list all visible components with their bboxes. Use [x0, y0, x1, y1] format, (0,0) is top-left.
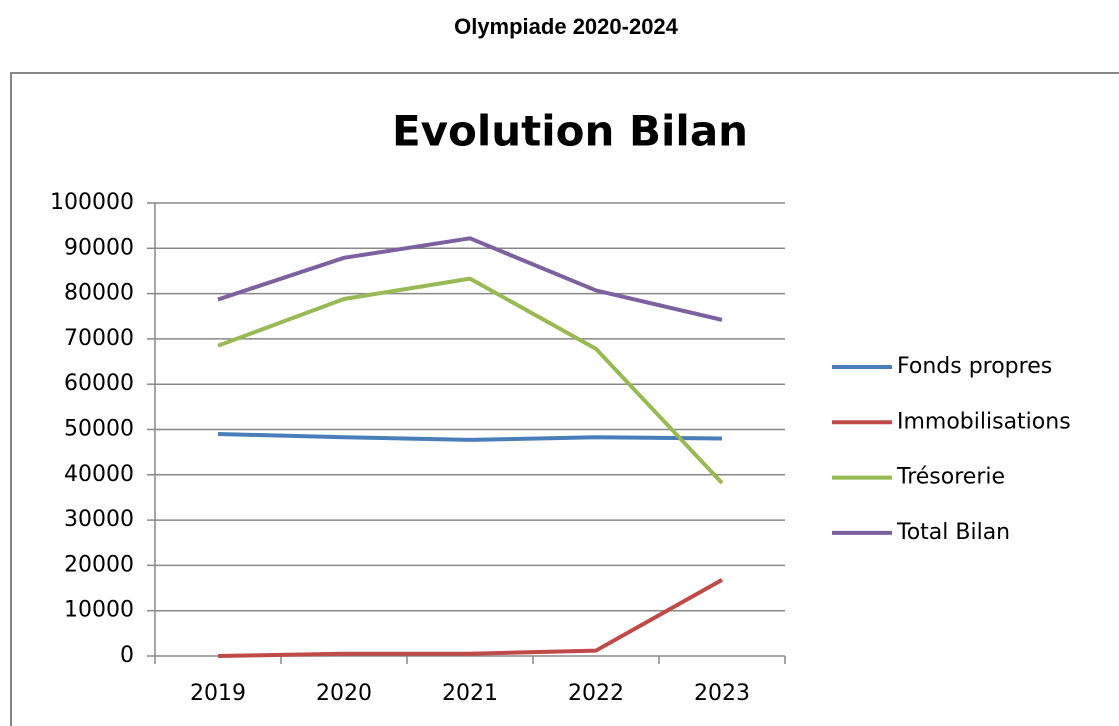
series-line [217, 276, 724, 485]
chart-title: Evolution Bilan [392, 107, 748, 156]
page-title: Olympiade 2020-2024 [454, 14, 679, 39]
series-line [217, 236, 723, 322]
x-tick-label: 2021 [442, 681, 498, 706]
legend-label: Trésorerie [896, 465, 1005, 490]
legend-label: Total Bilan [896, 520, 1010, 545]
y-tick-label: 80000 [64, 281, 134, 306]
y-tick-label: 90000 [64, 235, 134, 260]
x-tick-label: 2022 [568, 681, 624, 706]
y-tick-label: 60000 [64, 371, 134, 396]
legend-label: Fonds propres [897, 354, 1052, 379]
x-tick-label: 2023 [694, 681, 750, 706]
y-tick-label: 10000 [64, 598, 134, 623]
y-tick-label: 100000 [50, 190, 134, 215]
y-tick-label: 0 [120, 643, 134, 668]
x-tick-label: 2019 [190, 681, 246, 706]
x-tick-label: 2020 [316, 681, 372, 706]
series-line [217, 432, 723, 442]
legend-label: Immobilisations [897, 409, 1071, 434]
series-line [217, 578, 723, 658]
y-tick-label: 50000 [64, 417, 134, 442]
y-tick-label: 20000 [64, 552, 134, 577]
y-tick-label: 40000 [64, 462, 134, 487]
y-tick-label: 70000 [64, 326, 134, 351]
y-tick-label: 30000 [64, 507, 134, 532]
